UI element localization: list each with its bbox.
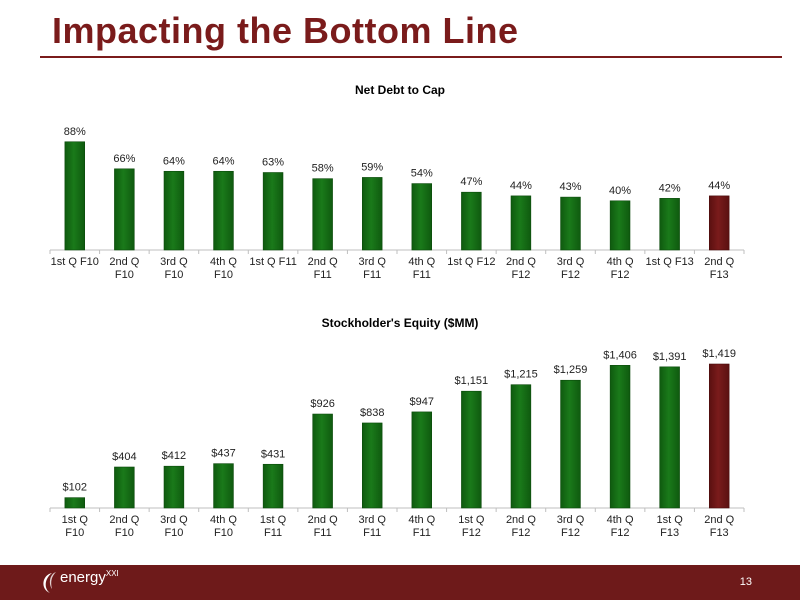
bar — [361, 422, 383, 509]
data-label: $437 — [211, 448, 235, 460]
bar — [361, 177, 383, 251]
category-tick-label: 3rd Q F10 — [160, 514, 188, 539]
category-tick-label: 3rd Q F10 — [160, 256, 188, 281]
data-label: 66% — [113, 153, 135, 165]
bar — [609, 365, 631, 509]
data-label: $1,151 — [455, 375, 489, 387]
page-number: 13 — [739, 576, 752, 588]
data-label: 44% — [510, 180, 532, 192]
stockholders-equity-chart: $102 1st Q F10 $404 2nd Q F10 $412 3rd Q F10 $437… — [49, 348, 745, 539]
data-label: $1,215 — [504, 369, 538, 381]
category-tick-label: 3rd Q F12 — [557, 256, 585, 281]
category-tick-label: 4th Q F12 — [607, 514, 634, 539]
category-tick-label: 2nd Q F12 — [506, 256, 536, 281]
logo-main-text: energy — [60, 569, 106, 586]
category-tick-label: 4th Q F10 — [210, 514, 237, 539]
bar — [708, 363, 730, 509]
category-tick-label: 2nd Q F13 — [704, 256, 734, 281]
category-tick-label: 3rd Q F12 — [557, 514, 585, 539]
data-label: 40% — [609, 185, 631, 197]
category-tick-label: 4th Q F12 — [607, 256, 634, 281]
category-tick-label: 2nd Q F11 — [308, 514, 338, 539]
category-tick-label: 4th Q F10 — [210, 256, 237, 281]
category-tick-label: 1st Q F12 — [458, 514, 485, 539]
bar — [609, 200, 631, 251]
bar — [64, 497, 86, 509]
bar — [213, 463, 234, 509]
data-label: 64% — [212, 155, 234, 167]
data-label: $1,419 — [702, 348, 736, 360]
data-label: 59% — [361, 161, 383, 173]
bar — [64, 141, 86, 251]
data-label: $404 — [112, 451, 136, 463]
category-tick-label: 2nd Q F10 — [109, 256, 139, 281]
logo-text: energyXXI — [60, 569, 119, 586]
data-label: $1,406 — [603, 349, 637, 361]
net-debt-to-cap-chart: 88% 1st Q F10 66% 2nd Q F10 64% 3rd Q F10 64% 4th… — [49, 126, 745, 281]
bar — [411, 411, 433, 509]
data-label: 47% — [460, 176, 482, 188]
bar — [461, 390, 482, 509]
bar — [659, 198, 680, 251]
data-label: $926 — [310, 398, 334, 410]
bar — [114, 168, 135, 251]
category-tick-label: 4th Q F11 — [408, 256, 435, 281]
category-tick-label: 4th Q F11 — [408, 514, 435, 539]
data-label: 43% — [559, 181, 581, 193]
category-tick-label: 1st Q F10 — [51, 256, 99, 268]
bar — [510, 195, 532, 251]
bar — [262, 463, 284, 509]
data-label: 58% — [312, 163, 334, 175]
logo-sup-text: XXI — [105, 569, 119, 578]
bar — [461, 191, 482, 251]
category-tick-label: 1st Q F12 — [447, 256, 495, 268]
category-tick-label: 2nd Q F10 — [109, 514, 139, 539]
data-label: 64% — [163, 155, 185, 167]
data-label: $947 — [410, 396, 434, 408]
data-label: 63% — [262, 157, 284, 169]
data-label: $431 — [261, 448, 285, 460]
category-tick-label: 3rd Q F11 — [358, 514, 386, 539]
category-tick-label: 1st Q F13 — [656, 514, 683, 539]
bar — [312, 413, 333, 509]
bar — [163, 170, 185, 251]
bar — [312, 178, 333, 251]
title-divider — [40, 56, 782, 58]
bar — [213, 170, 234, 251]
data-label: 54% — [411, 168, 433, 180]
data-label: 88% — [64, 126, 86, 138]
bar — [560, 379, 581, 509]
data-label: $838 — [360, 407, 384, 419]
bar — [510, 384, 532, 509]
chart-title-net-debt: Net Debt to Cap — [355, 83, 445, 97]
category-tick-label: 1st Q F11 — [249, 256, 296, 268]
category-tick-label: 2nd Q F12 — [506, 514, 536, 539]
category-tick-label: 2nd Q F11 — [308, 256, 338, 281]
energy-xxi-logo — [43, 572, 56, 593]
bar — [114, 466, 135, 509]
chart-title-equity: Stockholder's Equity ($MM) — [321, 316, 479, 330]
category-tick-label: 2nd Q F13 — [704, 514, 734, 539]
bar — [262, 172, 284, 251]
bar — [560, 196, 581, 251]
bar — [708, 195, 730, 251]
data-label: $1,391 — [653, 351, 687, 363]
category-tick-label: 1st Q F11 — [260, 514, 287, 539]
data-label: 42% — [659, 182, 681, 194]
category-tick-label: 1st Q F10 — [62, 514, 89, 539]
data-label: $412 — [162, 450, 186, 462]
bar — [163, 465, 185, 509]
footer-bar: energyXXI 13 — [0, 565, 800, 600]
data-label: $102 — [63, 482, 87, 494]
data-label: $1,259 — [554, 364, 588, 376]
bar — [659, 366, 680, 509]
data-label: 44% — [708, 180, 730, 192]
category-tick-label: 1st Q F13 — [645, 256, 693, 268]
bar — [411, 183, 433, 251]
category-tick-label: 3rd Q F11 — [358, 256, 386, 281]
page-title: Impacting the Bottom Line — [52, 10, 519, 51]
